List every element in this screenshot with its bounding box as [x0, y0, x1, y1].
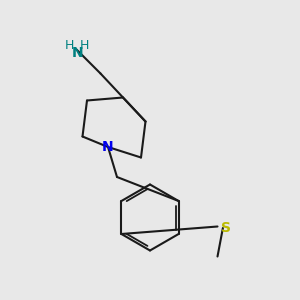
Text: S: S [220, 221, 230, 235]
Text: N: N [102, 140, 114, 154]
Text: N: N [71, 46, 83, 60]
Text: H: H [80, 39, 90, 52]
Text: H: H [64, 39, 74, 52]
